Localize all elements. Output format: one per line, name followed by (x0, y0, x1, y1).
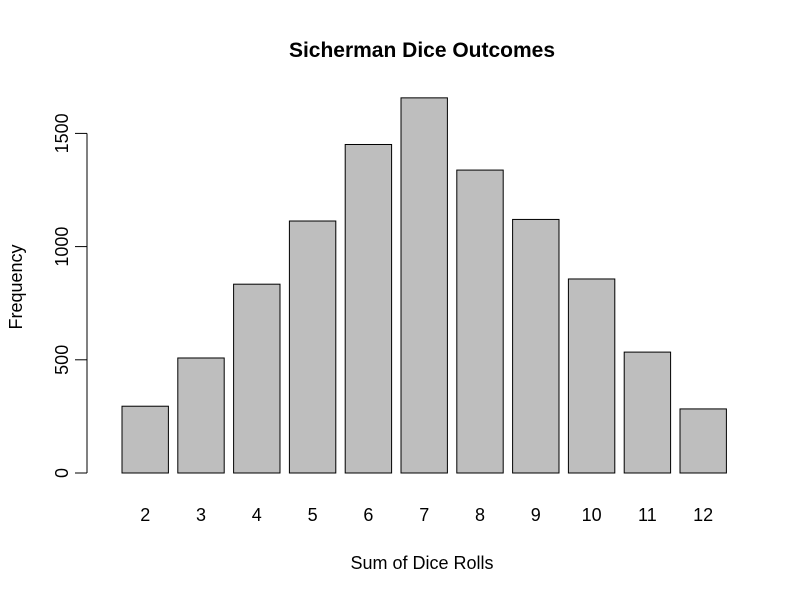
x-tick-label-2: 2 (140, 505, 150, 525)
y-axis-label: Frequency (6, 244, 26, 329)
x-tick-label-4: 4 (252, 505, 262, 525)
bar-3 (177, 357, 225, 474)
x-tick-label-5: 5 (308, 505, 318, 525)
bar-10 (567, 278, 616, 474)
bar-12 (679, 408, 727, 474)
y-tick-label: 0 (52, 468, 72, 478)
x-tick-label-6: 6 (363, 505, 373, 525)
x-tick-label-12: 12 (693, 505, 713, 525)
y-tick-label: 1000 (52, 227, 72, 267)
x-tick-label-3: 3 (196, 505, 206, 525)
x-tick-label-10: 10 (582, 505, 602, 525)
bar-8 (456, 169, 504, 474)
bar-5 (288, 220, 337, 474)
bar-6 (344, 143, 393, 474)
bar-2 (121, 405, 169, 474)
x-tick-labels: 2 3 4 5 6 7 8 9 10 11 12 (140, 505, 713, 525)
bar-4 (233, 283, 281, 474)
y-axis: 0 500 1000 1500 (52, 113, 88, 478)
x-tick-label-8: 8 (475, 505, 485, 525)
bar-9 (512, 218, 560, 474)
y-tick-label: 1500 (52, 113, 72, 153)
y-tick-label: 500 (52, 345, 72, 375)
x-tick-label-9: 9 (531, 505, 541, 525)
bar-11 (623, 351, 672, 474)
x-tick-label-11: 11 (638, 505, 657, 525)
chart-title: Sicherman Dice Outcomes (289, 39, 555, 62)
x-tick-label-7: 7 (419, 505, 429, 525)
bars-group (121, 97, 727, 474)
x-axis-label: Sum of Dice Rolls (350, 553, 493, 573)
bar-7 (400, 97, 448, 474)
